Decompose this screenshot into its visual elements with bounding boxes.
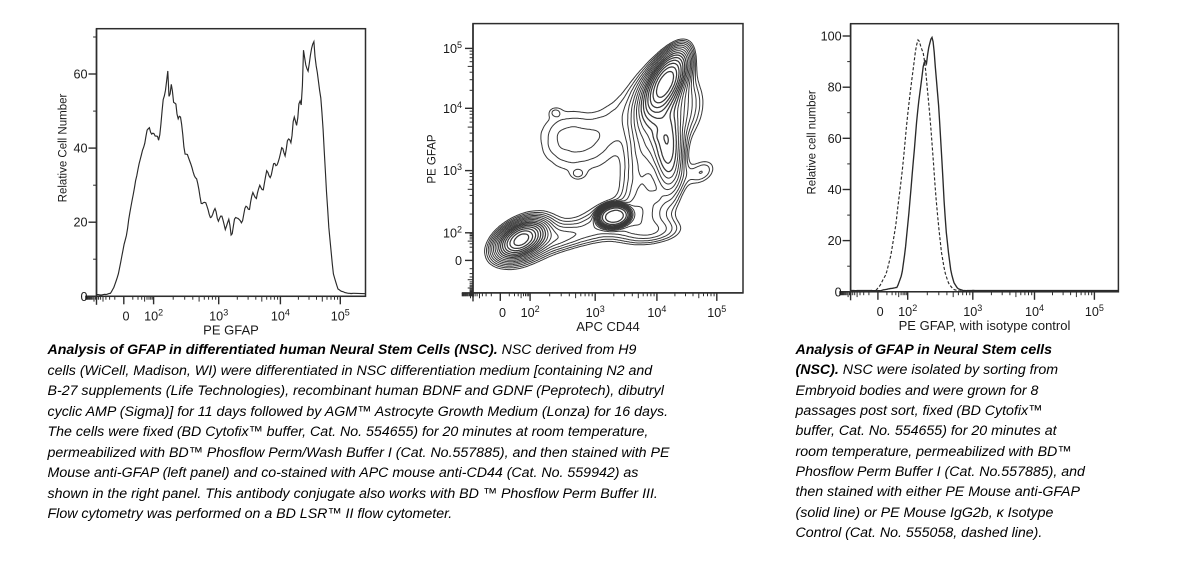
svg-text:105: 105 — [1085, 303, 1104, 319]
svg-text:104: 104 — [1025, 303, 1044, 319]
svg-text:102: 102 — [144, 307, 163, 323]
svg-text:0: 0 — [122, 309, 129, 323]
svg-text:0: 0 — [455, 254, 462, 268]
svg-text:105: 105 — [443, 40, 462, 56]
svg-text:105: 105 — [331, 307, 350, 323]
svg-text:PE GFAP: PE GFAP — [427, 134, 439, 184]
svg-text:20: 20 — [828, 234, 842, 248]
svg-text:0: 0 — [499, 306, 506, 320]
svg-text:104: 104 — [443, 100, 462, 116]
svg-text:103: 103 — [963, 303, 982, 319]
svg-text:20: 20 — [73, 216, 87, 230]
svg-text:40: 40 — [73, 142, 87, 156]
svg-text:103: 103 — [443, 162, 462, 178]
svg-text:105: 105 — [707, 304, 726, 320]
svg-text:102: 102 — [443, 224, 462, 240]
svg-text:0: 0 — [835, 285, 842, 299]
svg-text:PE GFAP, with isotype control: PE GFAP, with isotype control — [899, 318, 1071, 333]
svg-text:103: 103 — [586, 304, 605, 320]
svg-text:103: 103 — [209, 307, 228, 323]
svg-text:40: 40 — [828, 183, 842, 197]
svg-text:102: 102 — [521, 304, 540, 320]
svg-text:60: 60 — [73, 68, 87, 82]
svg-text:104: 104 — [647, 304, 666, 320]
svg-text:102: 102 — [898, 303, 917, 319]
svg-text:Relative cell number: Relative cell number — [807, 90, 819, 194]
svg-text:PE GFAP: PE GFAP — [203, 323, 259, 338]
svg-text:Relative Cell Number: Relative Cell Number — [58, 94, 70, 203]
svg-text:100: 100 — [821, 30, 842, 44]
svg-text:0: 0 — [80, 290, 87, 304]
svg-text:60: 60 — [828, 132, 842, 146]
svg-text:0: 0 — [877, 305, 884, 319]
svg-text:104: 104 — [271, 307, 290, 323]
svg-text:80: 80 — [828, 81, 842, 95]
svg-text:APC CD44: APC CD44 — [576, 319, 640, 334]
